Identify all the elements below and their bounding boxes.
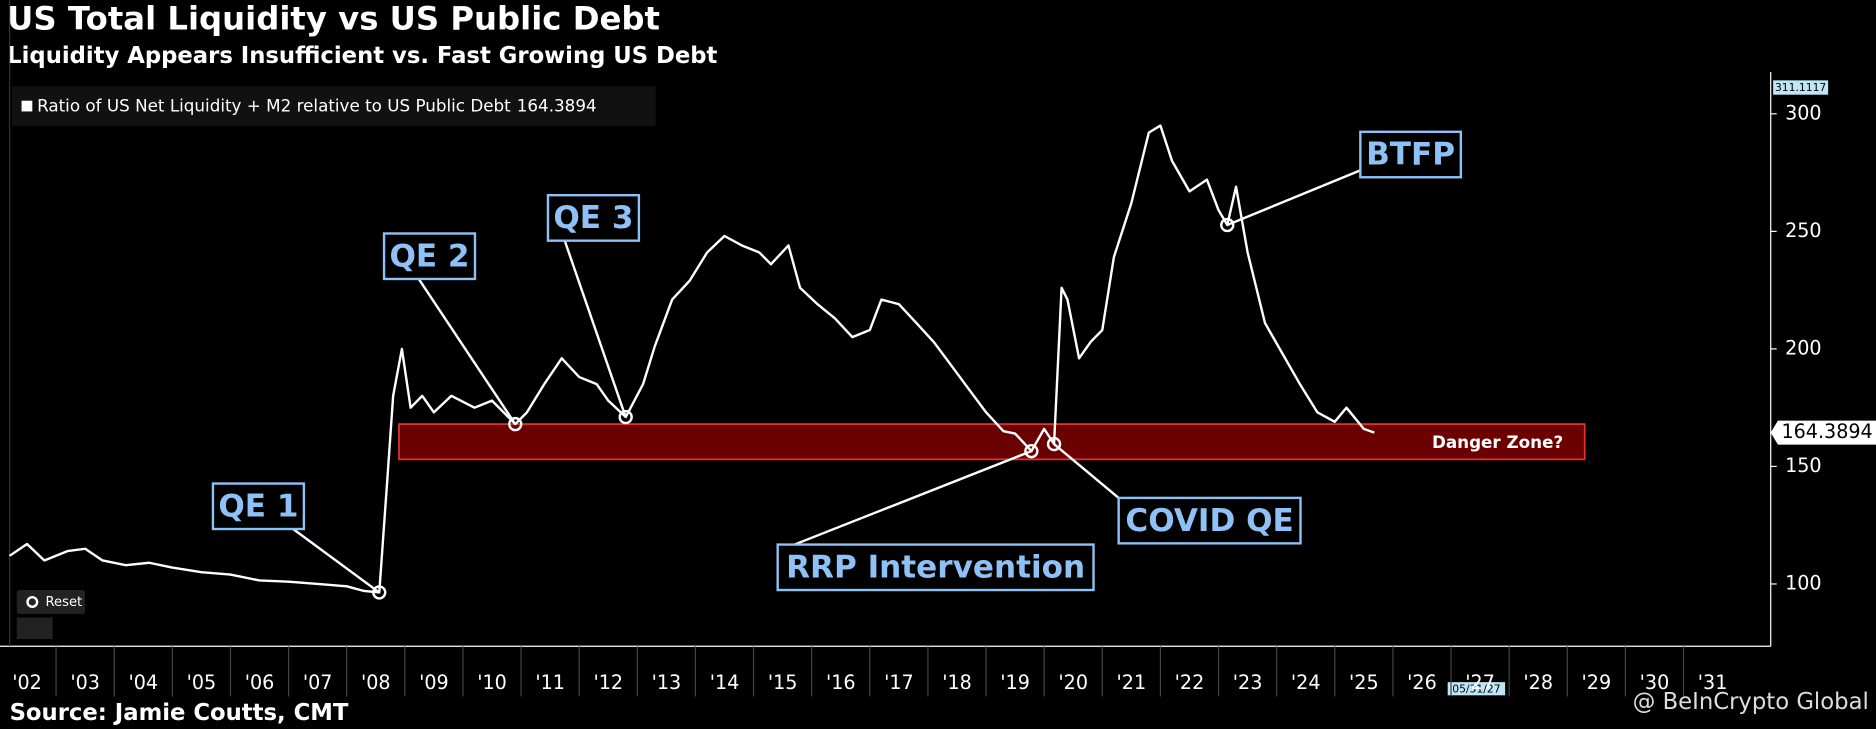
chart-type-button[interactable]: [16, 617, 53, 640]
x-tick-label: '10: [477, 671, 507, 694]
callout-label: QE 3: [553, 200, 633, 236]
callout-line: [417, 278, 517, 425]
date-marker: 05/31/27: [1452, 682, 1500, 695]
x-tick-label: '27: [1465, 671, 1495, 694]
watermark: @ BeInCrypto Global: [1633, 689, 1869, 715]
date-marker-box: [1447, 682, 1506, 696]
y-tick-label: 300: [1785, 101, 1822, 124]
y-tick-label: 200: [1785, 336, 1822, 359]
callout-box: [1359, 130, 1463, 179]
y-tick-label: 250: [1785, 219, 1822, 242]
source: Source: Jamie Coutts, CMT: [10, 700, 349, 726]
x-tick-label: '16: [826, 671, 856, 694]
top-marker-box: [1773, 80, 1829, 95]
reset-icon[interactable]: [26, 596, 39, 608]
legend-label: Ratio of US Net Liquidity + M2 relative …: [37, 96, 511, 116]
x-tick-label: '11: [535, 671, 565, 694]
legend-box: [11, 86, 656, 126]
callout-line: [1053, 443, 1120, 499]
callout-point: [1220, 217, 1235, 233]
last-value-pointer: [1770, 420, 1876, 445]
reset-button[interactable]: [16, 590, 85, 614]
legend-value: 164.3894: [517, 96, 597, 116]
x-tick-label: '25: [1349, 671, 1379, 694]
callout-line: [292, 528, 380, 594]
x-tick-label: '03: [70, 671, 100, 694]
x-tick-label: '12: [593, 671, 623, 694]
x-tick-label: '22: [1175, 671, 1205, 694]
x-tick-label: '20: [1058, 671, 1088, 694]
callout-point: [372, 585, 387, 600]
callout-box: [776, 543, 1095, 592]
x-tick-label: '19: [1000, 671, 1030, 694]
x-tick-label: '17: [884, 671, 914, 694]
callout-line: [563, 240, 627, 418]
x-tick-label: '02: [12, 671, 42, 694]
callout-label: COVID QE: [1125, 503, 1293, 539]
x-tick-label: '04: [128, 671, 158, 694]
callout-label: QE 1: [218, 488, 298, 524]
callout-point: [618, 409, 633, 425]
x-tick-label: '09: [419, 671, 449, 694]
callout-label: RRP Intervention: [786, 549, 1085, 585]
x-tick-label: '30: [1640, 671, 1670, 694]
y-tick-label: 150: [1785, 454, 1822, 477]
x-tick-label: '08: [361, 671, 391, 694]
x-tick-label: '24: [1291, 671, 1321, 694]
top-marker: 311.1117: [1775, 81, 1826, 94]
last-value-label: 164.3894: [1781, 420, 1872, 443]
chart-title: US Total Liquidity vs US Public Debt: [7, 0, 660, 38]
legend-swatch: [21, 100, 33, 112]
x-tick-label: '26: [1407, 671, 1437, 694]
x-tick-label: '28: [1523, 671, 1553, 694]
x-tick-label: '06: [245, 671, 275, 694]
x-tick-label: '13: [652, 671, 682, 694]
callout-point: [1024, 443, 1039, 459]
danger-zone: [398, 423, 1586, 461]
callout-point: [1046, 436, 1062, 452]
x-tick-label: '05: [187, 671, 217, 694]
y-tick-label: 100: [1785, 571, 1822, 594]
x-tick-label: '15: [768, 671, 798, 694]
x-tick-label: '23: [1233, 671, 1263, 694]
callout-label: QE 2: [389, 238, 469, 274]
x-tick-label: '18: [942, 671, 972, 694]
reset-label[interactable]: Reset: [45, 595, 82, 610]
x-tick-label: '07: [303, 671, 333, 694]
callout-box: [211, 482, 306, 531]
x-tick-label: '29: [1582, 671, 1612, 694]
x-tick-label: '31: [1698, 671, 1728, 694]
callout-box: [1117, 496, 1302, 545]
callout-box: [546, 194, 641, 242]
callout-line: [1226, 167, 1365, 227]
danger-zone-label: Danger Zone?: [1432, 432, 1563, 452]
callout-box: [382, 232, 477, 281]
x-tick-label: '21: [1117, 671, 1147, 694]
x-tick-label: '14: [710, 671, 740, 694]
callout-label: BTFP: [1366, 137, 1455, 173]
data-line: [8, 124, 1375, 594]
chart-subtitle: Liquidity Appears Insufficient vs. Fast …: [7, 43, 717, 69]
callout-line: [793, 450, 1032, 546]
callout-point: [508, 416, 523, 432]
